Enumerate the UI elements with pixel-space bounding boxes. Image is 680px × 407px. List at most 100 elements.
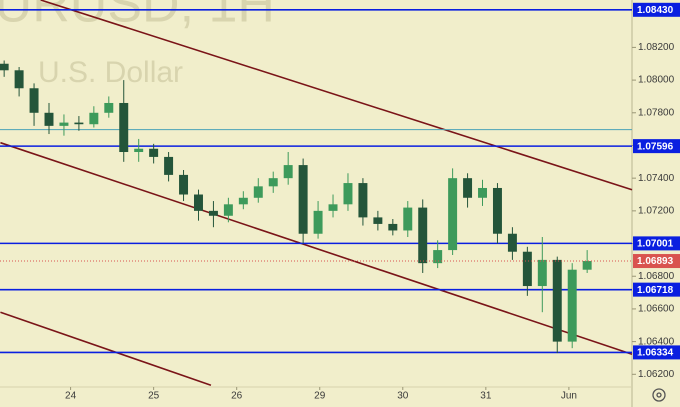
y-tick-label: 1.07400 [638,173,675,184]
last-price-label: 1.06893 [637,256,674,267]
level-label: 1.07596 [637,141,674,152]
candle [373,210,383,231]
candle [418,199,428,273]
level-label-box [633,282,680,297]
x-tick-label: 30 [397,391,409,402]
candle-body [463,178,473,198]
candle-body [298,165,308,234]
candle [74,116,84,131]
candle-body [268,178,278,187]
y-tick-label: 1.07800 [638,107,675,118]
level-label: 1.06718 [637,285,674,296]
candle [552,256,562,354]
candle [403,201,413,238]
candle-body [358,183,368,218]
candle [0,60,9,77]
candle-body [403,207,413,231]
y-tick-label: 1.07200 [638,205,675,216]
candle [492,183,502,244]
candle [179,169,189,202]
candle [343,173,353,211]
level-label-box [633,236,680,251]
candle [358,178,368,226]
candle [253,178,263,203]
candle-body [373,217,383,224]
candle-body [149,148,159,157]
candle-body [238,197,248,205]
candle [522,246,532,296]
x-tick-label: 24 [65,391,77,402]
candle-body [433,250,443,264]
candle-body [418,207,428,264]
level-label-box [633,2,680,17]
level-label: 1.08430 [637,5,674,16]
candle-body [388,223,398,231]
candle [298,158,308,244]
candle-body [208,210,218,216]
candle [283,152,293,185]
candle-body [179,174,189,195]
candle-body [343,183,353,205]
candle [223,197,233,223]
candle-body [478,187,487,198]
settings-icon[interactable] [652,388,666,402]
candle [268,171,278,193]
trendline [40,0,633,191]
level-label-box [633,345,680,360]
candle-body [134,148,144,153]
candle-body [119,102,129,153]
candle [104,96,114,118]
candle [582,250,592,273]
candle [313,201,323,239]
candle-body [104,102,114,113]
candle [388,219,398,236]
x-tick-label: 26 [231,391,243,402]
candle-body [552,259,562,342]
candle [507,227,517,260]
candle-body [283,165,293,179]
trendline [0,311,212,387]
candle-body [582,261,592,270]
candle-body [14,70,24,89]
candle-body [59,122,69,126]
candle-body [253,186,263,198]
trendline [0,141,633,355]
x-tick-label: 25 [148,391,160,402]
gear-center[interactable] [656,392,662,398]
candle-body [89,112,99,125]
candle [328,194,338,218]
candle [238,191,248,210]
candle [433,240,443,269]
candle [59,114,69,136]
candle [208,201,218,228]
y-tick-label: 1.06600 [638,304,675,315]
candle [119,80,129,162]
candle [478,179,487,206]
candle-body [448,178,458,251]
candle-body [567,269,577,342]
level-label: 1.06334 [637,348,674,359]
candle-body [537,259,547,287]
candle [89,106,99,128]
y-tick-label: 1.08000 [638,75,675,86]
candle-body [328,204,338,211]
watermark-symbol: EURUSD, 1H [0,0,275,34]
candle [567,263,577,349]
x-tick-label: 31 [480,391,492,402]
candle-body [29,88,39,113]
level-label-box [633,139,680,154]
y-tick-label: 1.06200 [638,369,675,380]
candle [149,143,159,164]
candle-body [492,187,502,234]
x-tick-label: 29 [314,391,326,402]
candle [44,102,54,135]
candle-body [74,122,84,125]
y-tick-label: 1.06400 [638,336,675,347]
candle [448,168,458,255]
candle-body [194,194,203,211]
gear[interactable] [652,388,666,402]
y-tick-label: 1.08200 [638,42,675,53]
plot-area [0,0,633,387]
